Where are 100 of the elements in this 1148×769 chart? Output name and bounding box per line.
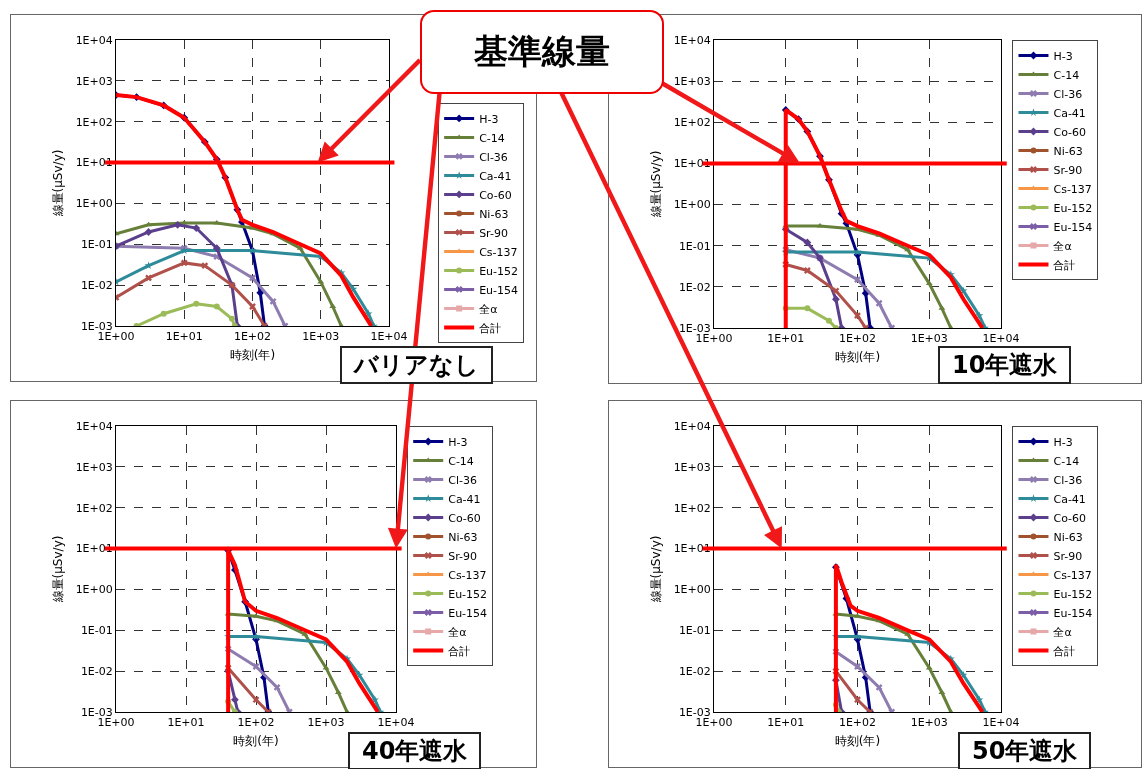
legend-label: Ni-63 [479, 207, 509, 221]
legend-label: Co-60 [448, 511, 481, 525]
x-tick-label: 1E+02 [838, 332, 877, 346]
x-tick-label: 1E+01 [767, 332, 805, 346]
legend-label: Ni-63 [1053, 530, 1083, 544]
legend-label: H-3 [1053, 49, 1073, 63]
legend-label: 全α [1053, 625, 1072, 639]
legend-label: Sr-90 [448, 549, 477, 563]
legend-label: Cs-137 [1053, 568, 1092, 582]
y-tick-label: 1E+00 [75, 197, 113, 211]
legend-label: Eu-154 [1053, 220, 1093, 234]
y-tick-label: 1E+02 [75, 115, 113, 129]
y-axis-title: 線量(μSv/y) [648, 150, 663, 219]
y-tick-label: 1E-02 [80, 278, 113, 292]
legend-label: Cs-137 [1053, 182, 1092, 196]
y-tick-label: 1E+04 [673, 33, 711, 47]
legend-label: C-14 [479, 131, 505, 145]
y-tick-label: 1E+03 [75, 460, 113, 474]
y-tick-label: 1E+01 [673, 157, 711, 171]
x-axis-title: 時刻(年) [834, 350, 881, 365]
legend-label: 全α [479, 302, 498, 316]
legend-label: Sr-90 [1053, 549, 1083, 563]
x-tick-label: 1E+03 [302, 330, 340, 344]
y-tick-label: 1E+00 [673, 583, 711, 597]
x-tick-label: 1E+00 [97, 330, 135, 344]
y-tick-label: 1E+02 [673, 116, 711, 130]
x-tick-label: 1E+03 [910, 716, 948, 730]
y-tick-label: 1E-03 [678, 321, 711, 335]
y-tick-label: 1E+04 [75, 33, 113, 47]
text: 基準線量 [420, 10, 664, 94]
y-tick-label: 1E-03 [80, 705, 113, 719]
legend-label: Ni-63 [448, 530, 478, 544]
y-tick-label: 1E+02 [75, 501, 113, 515]
x-tick-label: 1E+01 [165, 330, 203, 344]
y-tick-label: 1E-01 [80, 624, 113, 638]
y-tick-label: 1E-03 [80, 319, 113, 333]
legend-label: H-3 [448, 435, 468, 449]
x-tick-label: 1E+00 [695, 332, 733, 346]
legend-label: 合計 [1053, 644, 1076, 658]
legend-label: H-3 [479, 112, 499, 126]
y-tick-label: 1E+00 [673, 198, 711, 212]
legend-label: Ca-41 [1053, 492, 1086, 506]
legend-label: Eu-152 [448, 587, 488, 601]
legend-label: 全α [448, 625, 467, 639]
y-tick-label: 1E+03 [75, 74, 113, 88]
y-tick-label: 1E+03 [673, 74, 711, 88]
legend-label: Ca-41 [479, 169, 512, 183]
y-tick-label: 1E-01 [80, 238, 113, 252]
x-tick-label: 1E+04 [982, 716, 1020, 730]
y-tick-label: 1E-02 [80, 664, 113, 678]
y-axis-title: 線量(μSv/y) [50, 149, 65, 218]
legend-label: Cl-36 [479, 150, 508, 164]
x-tick-label: 1E+04 [982, 332, 1020, 346]
x-axis-title: 時刻(年) [229, 348, 276, 363]
x-tick-label: 1E+03 [910, 332, 948, 346]
legend-label: Eu-152 [1053, 587, 1093, 601]
y-tick-label: 1E-01 [678, 624, 711, 638]
legend-label: Eu-154 [448, 606, 488, 620]
y-tick-label: 1E+04 [673, 419, 711, 433]
x-tick-label: 1E+01 [167, 716, 205, 730]
text: 50年遮水 [958, 732, 1092, 769]
legend-label: Ni-63 [1053, 144, 1083, 158]
y-tick-label: 1E-01 [678, 239, 711, 253]
x-axis-title: 時刻(年) [233, 734, 279, 749]
y-axis-title: 線量(μSv/y) [648, 535, 663, 604]
x-tick-label: 1E+02 [233, 330, 272, 344]
x-tick-label: 1E+02 [838, 716, 877, 730]
y-tick-label: 1E+04 [75, 419, 113, 433]
y-tick-label: 1E+00 [75, 583, 113, 597]
x-tick-label: 1E+03 [307, 716, 345, 730]
x-tick-label: 1E+00 [695, 716, 733, 730]
y-tick-label: 1E+03 [673, 460, 711, 474]
y-tick-label: 1E+01 [75, 156, 113, 170]
legend-label: Ca-41 [448, 492, 481, 506]
x-tick-label: 1E+00 [97, 716, 135, 730]
text: 40年遮水 [348, 732, 482, 769]
x-tick-label: 1E+02 [237, 716, 275, 730]
y-tick-label: 1E+02 [673, 501, 711, 515]
legend-label: C-14 [1053, 454, 1080, 468]
legend-label: Cs-137 [448, 568, 487, 582]
legend-label: Eu-154 [1053, 606, 1093, 620]
y-tick-label: 1E-02 [678, 664, 711, 678]
legend-label: Sr-90 [479, 226, 508, 240]
text: バリアなし [340, 346, 493, 384]
y-tick-label: 1E-03 [678, 705, 711, 719]
legend-label: Co-60 [1053, 511, 1087, 525]
x-tick-label: 1E+01 [767, 716, 805, 730]
x-tick-label: 1E+04 [377, 716, 415, 730]
legend-label: H-3 [1053, 435, 1073, 449]
x-tick-label: 1E+04 [370, 330, 408, 344]
legend-label: Cs-137 [479, 245, 518, 259]
legend-label: Co-60 [479, 188, 512, 202]
legend-label: 合計 [1053, 258, 1076, 272]
legend-label: Eu-154 [479, 283, 519, 297]
legend-label: Eu-152 [479, 264, 519, 278]
legend-label: Sr-90 [1053, 163, 1083, 177]
legend-label: 全α [1053, 239, 1072, 253]
legend-label: Cl-36 [1053, 473, 1083, 487]
legend-label: C-14 [448, 454, 474, 468]
text: 10年遮水 [938, 346, 1072, 384]
